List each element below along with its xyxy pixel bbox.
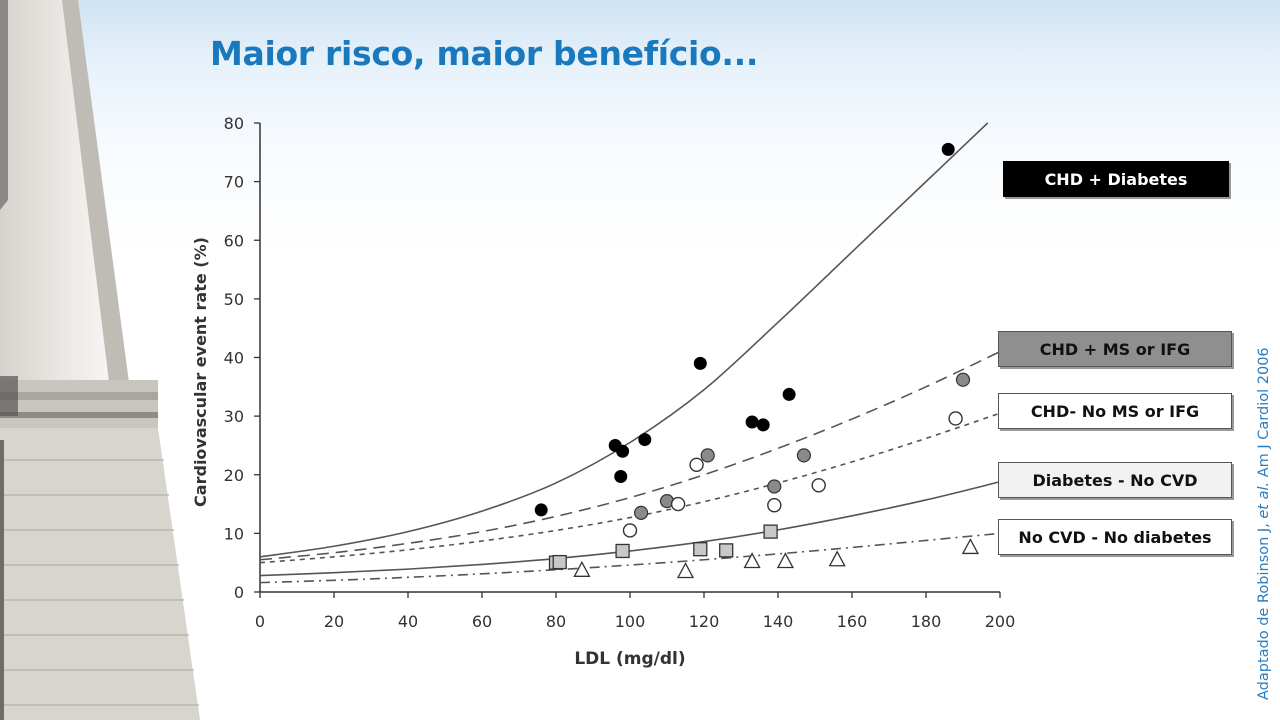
slide-title: Maior risco, maior benefício... <box>210 34 759 73</box>
data-point-series-4 <box>776 552 794 569</box>
x-axis-label: LDL (mg/dl) <box>574 649 685 669</box>
data-point-series-4 <box>676 562 695 579</box>
y-tick-label: 30 <box>224 407 244 426</box>
data-point-series-3 <box>693 542 708 557</box>
data-point-series-0 <box>745 415 759 429</box>
x-tick-label: 40 <box>398 612 418 631</box>
fit-line-series-2 <box>259 412 1001 564</box>
data-point-series-3 <box>552 554 567 570</box>
data-point-series-1 <box>955 372 971 387</box>
data-point-series-0 <box>756 418 770 432</box>
y-tick-label: 50 <box>224 290 244 309</box>
chart-axes: 0 20 40 60 80 100 120 140 160 180 200 0 10 20 30 40 50 60… <box>224 114 1016 631</box>
building-photo <box>0 0 200 720</box>
x-tick-label: 20 <box>324 612 344 631</box>
chart-marks <box>534 142 979 579</box>
x-tick-label: 0 <box>255 612 265 631</box>
fit-line-series-4 <box>259 532 1001 584</box>
data-point-series-2 <box>622 523 638 538</box>
data-point-series-0 <box>782 387 796 401</box>
y-axis-label: Cardiovascular event rate (%) <box>191 237 210 507</box>
data-point-series-0 <box>534 503 548 517</box>
x-tick-label: 80 <box>546 612 566 631</box>
x-tick-label: 120 <box>689 612 720 631</box>
data-point-series-4 <box>961 538 979 555</box>
y-tick-label: 10 <box>224 524 244 543</box>
data-point-series-0 <box>638 433 652 447</box>
data-point-series-0 <box>693 356 707 370</box>
chart-fit-lines <box>259 122 1001 584</box>
data-point-series-0 <box>614 470 628 484</box>
data-point-series-2 <box>767 498 782 513</box>
data-point-series-2 <box>670 496 686 512</box>
data-point-series-1 <box>767 479 782 494</box>
data-point-series-4 <box>743 552 761 569</box>
fit-line-series-3 <box>259 481 1001 577</box>
x-tick-label: 140 <box>763 612 794 631</box>
data-point-series-0 <box>941 142 955 156</box>
legend-chd-diabetes: CHD + Diabetes <box>1003 161 1229 197</box>
legend-chd-no-ms-ifg: CHD- No MS or IFG <box>998 393 1232 429</box>
y-tick-label: 60 <box>224 231 244 250</box>
data-point-series-3 <box>763 524 778 539</box>
data-point-series-3 <box>615 543 630 559</box>
y-tick-label: 40 <box>224 349 244 368</box>
data-point-series-2 <box>811 478 826 493</box>
x-tick-label: 180 <box>911 612 942 631</box>
data-point-series-1 <box>633 505 649 520</box>
y-tick-label: 0 <box>234 583 244 602</box>
x-tick-label: 60 <box>472 612 492 631</box>
y-tick-label: 80 <box>224 114 244 133</box>
x-tick-label: 100 <box>615 612 646 631</box>
source-citation: Adaptado de Robinson J, et al. Am J Card… <box>1256 347 1272 700</box>
data-point-series-4 <box>828 550 846 567</box>
data-point-series-2 <box>689 457 704 472</box>
data-point-series-3 <box>719 543 734 558</box>
y-tick-label: 70 <box>224 173 244 192</box>
source-italic: et al. <box>1256 481 1272 519</box>
data-point-series-4 <box>573 560 591 577</box>
source-suffix: Am J Cardiol 2006 <box>1256 347 1272 482</box>
data-point-series-0 <box>616 444 630 458</box>
legend-diabetes-no-cvd: Diabetes - No CVD <box>998 462 1232 498</box>
legend-chd-ms-ifg: CHD + MS or IFG <box>998 331 1232 367</box>
data-point-series-1 <box>796 448 812 463</box>
x-tick-label: 160 <box>837 612 868 631</box>
data-point-series-1 <box>700 448 715 463</box>
data-point-series-2 <box>948 411 963 426</box>
y-tick-label: 20 <box>224 466 244 485</box>
legend-no-cvd-no-diabetes: No CVD - No diabetes <box>998 519 1232 555</box>
x-tick-label: 200 <box>985 612 1016 631</box>
source-prefix: Adaptado de Robinson J, <box>1256 518 1272 700</box>
fit-line-series-0 <box>259 122 989 558</box>
